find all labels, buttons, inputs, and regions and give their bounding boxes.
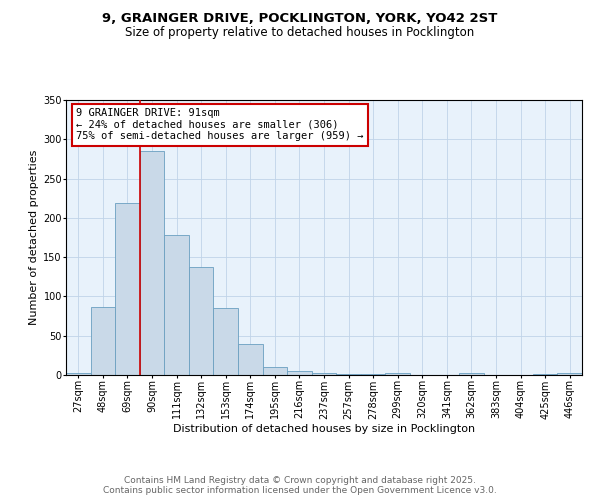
Text: Contains HM Land Registry data © Crown copyright and database right 2025.
Contai: Contains HM Land Registry data © Crown c…: [103, 476, 497, 495]
Bar: [115, 203, 140, 375]
Bar: [287, 371, 312, 375]
Bar: [336, 374, 361, 375]
Bar: [312, 372, 336, 375]
Bar: [533, 374, 557, 375]
Bar: [66, 372, 91, 375]
Bar: [361, 374, 385, 375]
Bar: [385, 374, 410, 375]
Text: 9, GRAINGER DRIVE, POCKLINGTON, YORK, YO42 2ST: 9, GRAINGER DRIVE, POCKLINGTON, YORK, YO…: [103, 12, 497, 26]
Text: 9 GRAINGER DRIVE: 91sqm
← 24% of detached houses are smaller (306)
75% of semi-d: 9 GRAINGER DRIVE: 91sqm ← 24% of detache…: [76, 108, 364, 142]
Bar: [140, 151, 164, 375]
Bar: [214, 308, 238, 375]
Bar: [189, 266, 214, 375]
Bar: [238, 344, 263, 375]
Bar: [91, 308, 115, 375]
X-axis label: Distribution of detached houses by size in Pocklington: Distribution of detached houses by size …: [173, 424, 475, 434]
Y-axis label: Number of detached properties: Number of detached properties: [29, 150, 39, 325]
Bar: [459, 374, 484, 375]
Bar: [263, 367, 287, 375]
Text: Size of property relative to detached houses in Pocklington: Size of property relative to detached ho…: [125, 26, 475, 39]
Bar: [164, 235, 189, 375]
Bar: [557, 374, 582, 375]
